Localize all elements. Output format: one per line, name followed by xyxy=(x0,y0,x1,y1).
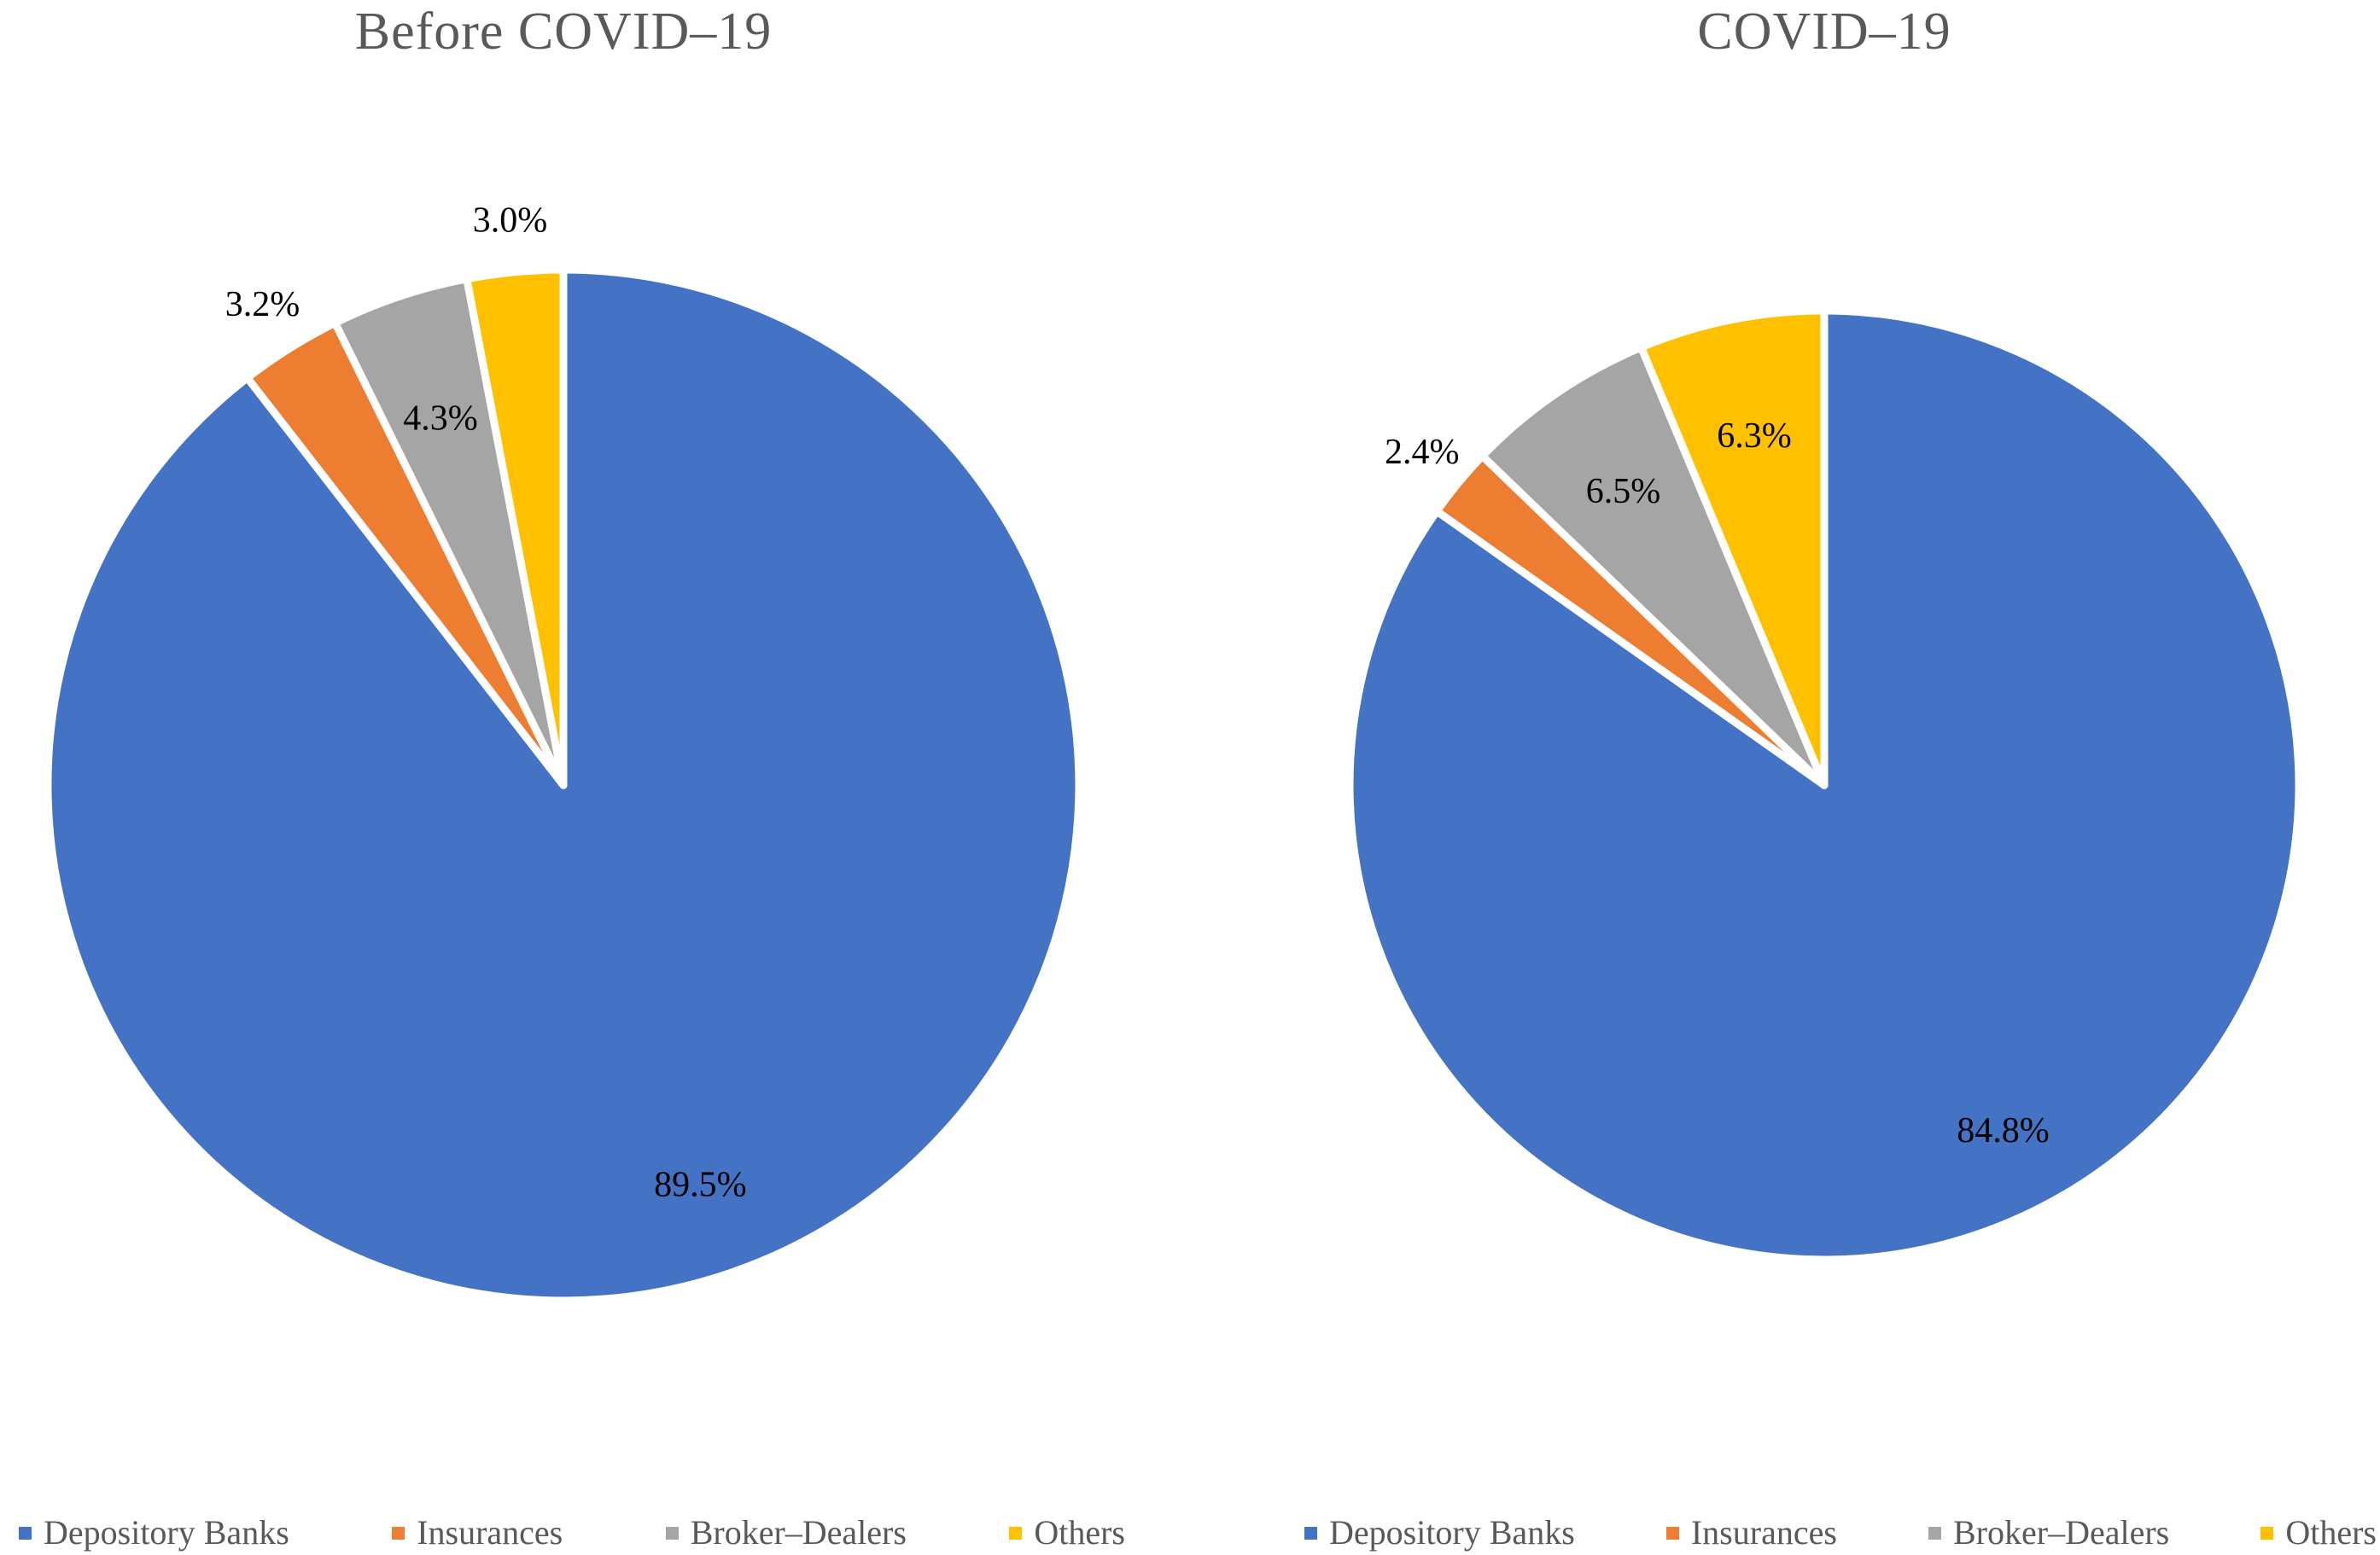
data-label: 89.5% xyxy=(654,1166,747,1205)
legend-label: Others xyxy=(1034,1513,1125,1552)
legend-item-insurances: Insurances xyxy=(392,1516,563,1550)
pie-slice-others xyxy=(1637,306,1829,789)
legend-item-depository-banks: Depository Banks xyxy=(1304,1516,1575,1550)
legend-swatch-icon xyxy=(665,1526,679,1540)
legend-label: Depository Banks xyxy=(1329,1513,1575,1552)
data-label: 6.3% xyxy=(1717,416,1792,456)
pie-slice-broker-dealers xyxy=(1479,343,1829,789)
legend: Depository Banks Insurances Broker–Dealers… xyxy=(1304,1516,2377,1550)
data-label: 3.0% xyxy=(473,201,548,241)
pie-slice-others xyxy=(463,265,568,789)
legend-swatch-icon xyxy=(2260,1526,2274,1540)
legend-label: Insurances xyxy=(417,1513,563,1552)
data-label: 2.4% xyxy=(1385,433,1460,472)
pie-chart: 89.5% 3.2% 4.3% 3.0% xyxy=(47,201,1079,1301)
legend-label: Others xyxy=(2285,1513,2377,1552)
legend-label: Broker–Dealers xyxy=(690,1513,907,1552)
legend-swatch-icon xyxy=(392,1526,405,1540)
legend-swatch-icon xyxy=(1665,1526,1679,1540)
pie-chart: 84.8% 2.4% 6.5% 6.3% xyxy=(1345,306,2303,1264)
legend-swatch-icon xyxy=(19,1526,32,1540)
data-label: 6.5% xyxy=(1586,472,1661,511)
legend-swatch-icon xyxy=(1009,1526,1023,1540)
legend-label: Insurances xyxy=(1690,1513,1837,1552)
chart-title: COVID–19 xyxy=(1697,3,1951,61)
chart-title: Before COVID–19 xyxy=(354,3,773,61)
legend-item-broker-dealers: Broker–Dealers xyxy=(1928,1516,2169,1550)
data-label: 84.8% xyxy=(1957,1111,2050,1150)
chart-covid: COVID–19 84.8% 2.4% 6.5% 6.3% Depository Ba… xyxy=(1190,0,2380,1555)
legend-swatch-icon xyxy=(1304,1526,1317,1540)
chart-before-covid: Before COVID–19 89.5% 3.2% 4.3% 3.0% Deposi… xyxy=(19,3,1125,1550)
legend: Depository Banks Insurances Broker–Dealers… xyxy=(19,1516,1125,1550)
data-label: 3.2% xyxy=(225,285,300,324)
legend-label: Depository Banks xyxy=(44,1513,289,1552)
legend-swatch-icon xyxy=(1928,1526,1941,1540)
legend-label: Broker–Dealers xyxy=(1953,1513,2170,1552)
data-label: 4.3% xyxy=(403,399,478,439)
legend-item-insurances: Insurances xyxy=(1665,1513,1837,1552)
legend-item-broker-dealers: Broker–Dealers xyxy=(665,1513,907,1552)
legend-item-others: Others xyxy=(1009,1516,1125,1550)
legend-item-others: Others xyxy=(2260,1516,2377,1550)
legend-item-depository-banks: Depository Banks xyxy=(19,1516,289,1550)
